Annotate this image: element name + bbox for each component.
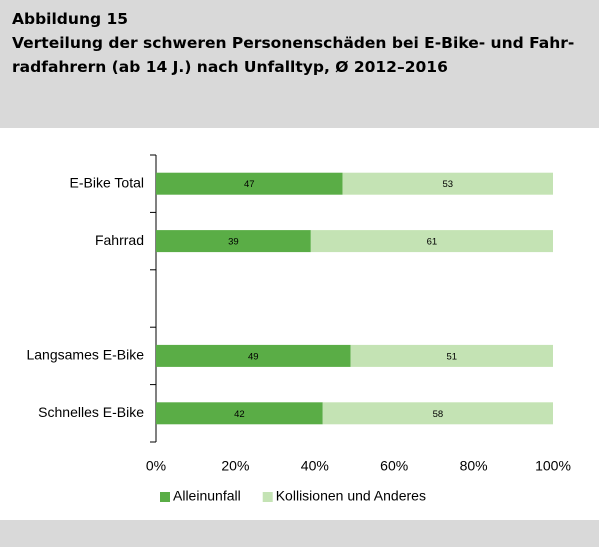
bar-segment <box>156 402 323 425</box>
data-label: 58 <box>433 409 444 420</box>
bar-segment <box>156 172 343 195</box>
x-tick-label: 20% <box>221 458 249 474</box>
data-label: 49 <box>248 351 259 362</box>
x-tick-label: 80% <box>460 458 488 474</box>
y-tick-label: Schnelles E-Bike <box>38 404 144 420</box>
y-tick-label: Langsames E-Bike <box>26 347 144 363</box>
bar-segment <box>322 402 553 425</box>
x-tick-label: 0% <box>146 458 166 474</box>
figure-label: Abbildung 15 <box>12 10 128 28</box>
legend-swatch <box>262 492 273 502</box>
bar-segment <box>350 344 553 367</box>
y-tick-label: E-Bike Total <box>70 174 144 190</box>
y-tick-label: Fahrrad <box>95 232 144 248</box>
bar-segment <box>310 230 553 253</box>
data-label: 61 <box>427 237 438 248</box>
x-tick-label: 100% <box>535 458 571 474</box>
data-label: 47 <box>244 179 255 190</box>
legend-label: Alleinunfall <box>173 488 241 504</box>
bar-segment <box>156 230 311 253</box>
legend-label: Kollisionen und Anderes <box>276 488 426 504</box>
data-label: 42 <box>234 409 245 420</box>
chart-title: radfahrern (ab 14 J.) nach Unfalltyp, Ø … <box>12 58 448 76</box>
data-label: 53 <box>443 179 454 190</box>
chart-title: Verteilung der schweren Personenschäden … <box>12 34 574 52</box>
data-label: 39 <box>228 237 239 248</box>
data-label: 51 <box>446 351 457 362</box>
bar-segment <box>342 172 553 195</box>
x-tick-label: 60% <box>380 458 408 474</box>
x-tick-label: 40% <box>301 458 329 474</box>
bar-segment <box>156 344 351 367</box>
legend-swatch <box>160 492 170 502</box>
